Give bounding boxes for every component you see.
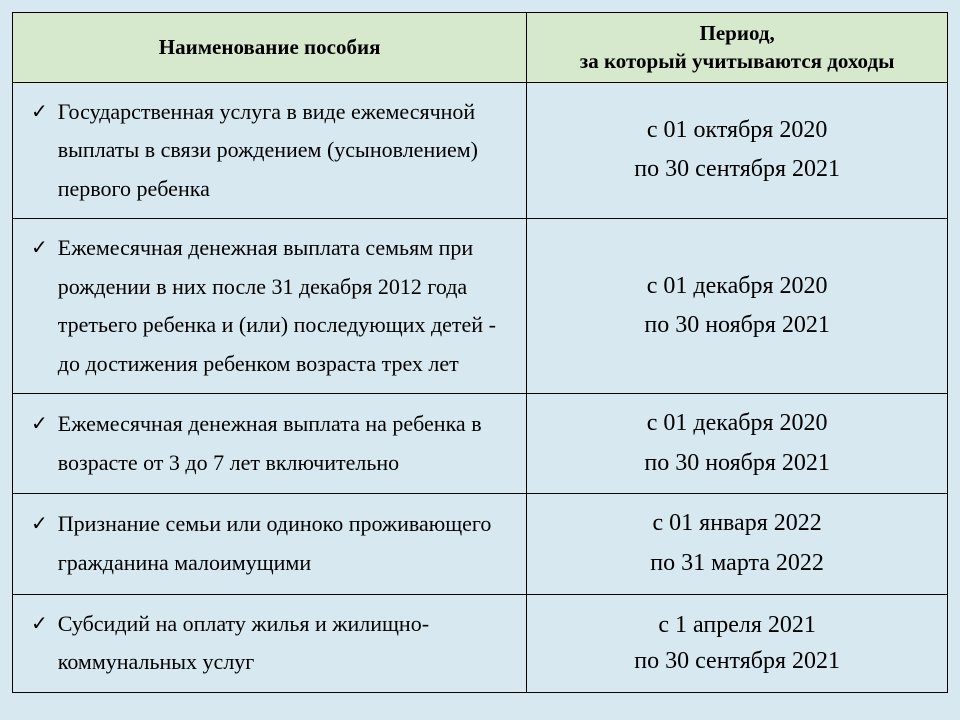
period-to: по 30 ноября 2021: [644, 312, 830, 338]
checkmark-icon: ✓: [31, 93, 48, 131]
period-cell: с 01 января 2022 по 31 марта 2022: [527, 494, 948, 594]
table-row: ✓ Ежемесячная денежная выплата семьям пр…: [13, 219, 948, 394]
benefit-name-cell: ✓ Ежемесячная денежная выплата на ребенк…: [13, 394, 527, 494]
table-header-row: Наименование пособия Период, за который …: [13, 13, 948, 83]
table-row: ✓ Ежемесячная денежная выплата на ребенк…: [13, 394, 948, 494]
checkmark-icon: ✓: [31, 505, 48, 543]
period-from: с 01 октября 2020: [647, 117, 827, 143]
table-row: ✓ Государственная услуга в виде ежемесяч…: [13, 82, 948, 219]
benefits-table: Наименование пособия Период, за который …: [12, 12, 948, 693]
period-from: с 01 декабря 2020: [647, 410, 828, 436]
period-cell: с 01 октября 2020 по 30 сентября 2021: [527, 82, 948, 219]
period-to: по 30 ноября 2021: [644, 450, 830, 476]
table-row: ✓ Признание семьи или одиноко проживающе…: [13, 494, 948, 594]
table-row: ✓ Субсидий на оплату жилья и жилищно-ком…: [13, 594, 948, 692]
benefit-text: Субсидий на оплату жилья и жилищно-комму…: [58, 605, 512, 682]
benefit-name-cell: ✓ Субсидий на оплату жилья и жилищно-ком…: [13, 594, 527, 692]
period-to: по 31 марта 2022: [650, 550, 824, 576]
benefit-text: Государственная услуга в виде ежемесячно…: [58, 93, 512, 209]
period-from: с 1 апреля 2021: [658, 612, 816, 638]
period-cell: с 01 декабря 2020 по 30 ноября 2021: [527, 394, 948, 494]
header-period-line1: Период,: [700, 21, 775, 45]
header-period-line2: за который учитываются доходы: [580, 49, 895, 73]
benefit-text: Ежемесячная денежная выплата на ребенка …: [58, 405, 512, 482]
benefit-name-cell: ✓ Ежемесячная денежная выплата семьям пр…: [13, 219, 527, 394]
header-period: Период, за который учитываются доходы: [527, 13, 948, 83]
period-cell: с 1 апреля 2021 по 30 сентября 2021: [527, 594, 948, 692]
header-benefit-name: Наименование пособия: [13, 13, 527, 83]
benefit-name-cell: ✓ Государственная услуга в виде ежемесяч…: [13, 82, 527, 219]
benefit-text: Ежемесячная денежная выплата семьям при …: [58, 229, 512, 383]
period-from: с 01 января 2022: [653, 510, 822, 536]
benefits-table-container: Наименование пособия Период, за который …: [12, 12, 948, 693]
checkmark-icon: ✓: [31, 229, 48, 267]
period-cell: с 01 декабря 2020 по 30 ноября 2021: [527, 219, 948, 394]
period-from: с 01 декабря 2020: [647, 273, 828, 299]
period-to: по 30 сентября 2021: [634, 156, 840, 182]
checkmark-icon: ✓: [31, 605, 48, 643]
benefit-name-cell: ✓ Признание семьи или одиноко проживающе…: [13, 494, 527, 594]
period-to: по 30 сентября 2021: [634, 648, 840, 674]
benefit-text: Признание семьи или одиноко проживающего…: [58, 505, 512, 582]
checkmark-icon: ✓: [31, 405, 48, 443]
